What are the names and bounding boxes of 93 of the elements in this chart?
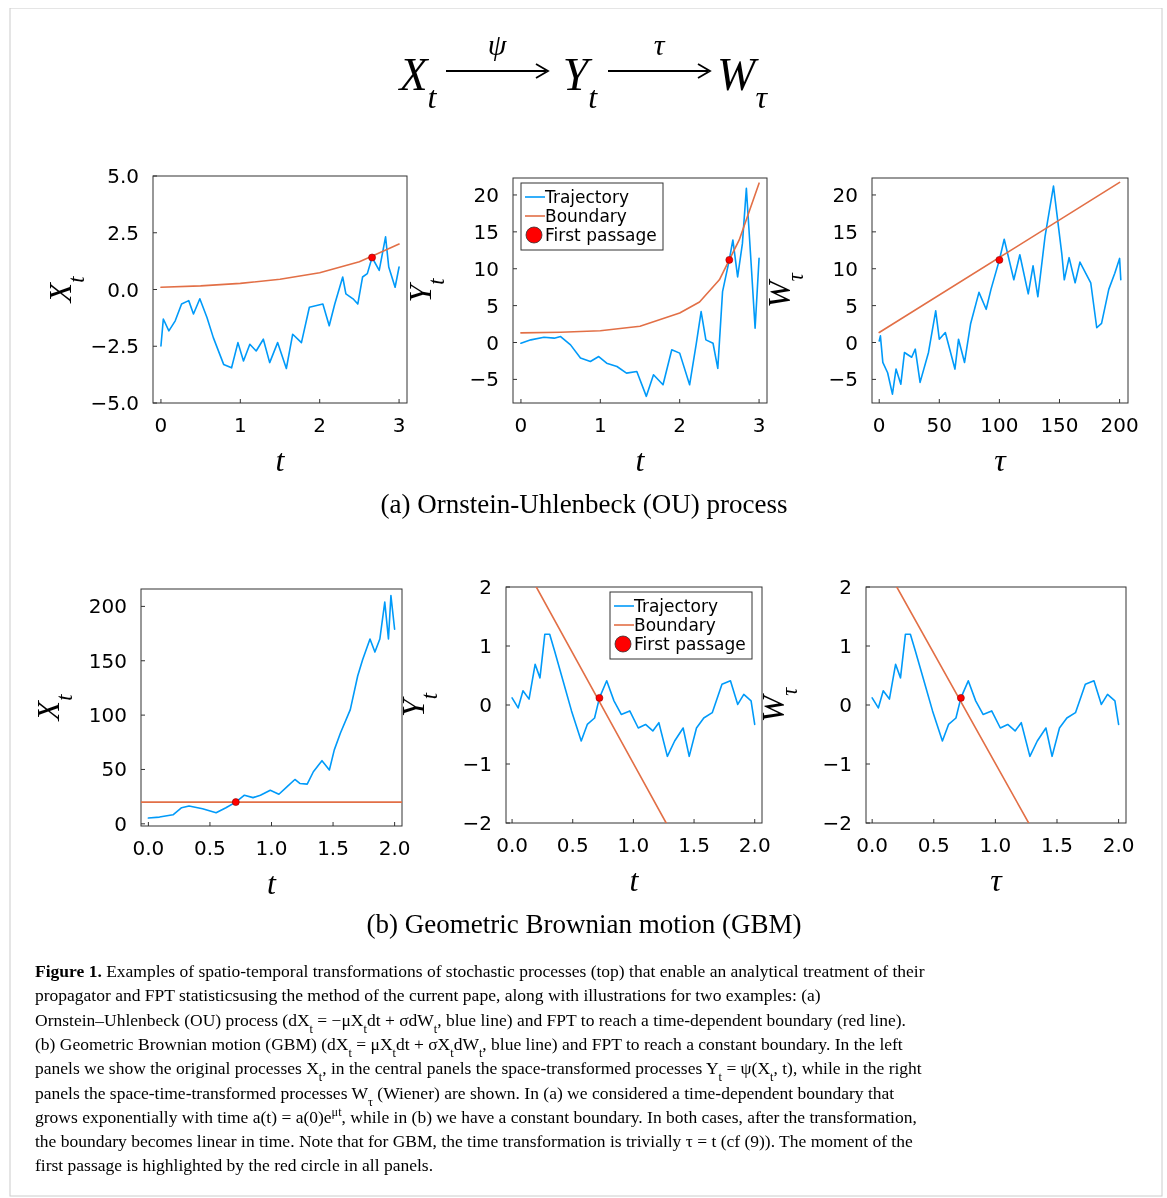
line-series: [878, 185, 1122, 395]
x-tick-label: 1.5: [678, 833, 710, 857]
y-tick-label: 15: [473, 219, 499, 244]
y-tick-label: −5: [828, 367, 858, 392]
x-tick-label: 3: [392, 413, 406, 437]
legend-label: First passage: [634, 634, 746, 654]
text: propagator and FPT statisticsusing the method of the current pape, along with illustrations for two examples: (a): [35, 985, 821, 1006]
y-tick-label: 20: [832, 182, 858, 207]
x-tick-label: 2: [673, 413, 687, 437]
x-tick-label: 1.5: [317, 836, 349, 860]
y-tick-label: 5.0: [107, 164, 139, 188]
text: the boundary becomes linear in time. Note that for GBM, the time transformation is trivially τ = t (cf (9)). The moment of the: [35, 1131, 913, 1152]
y-tick-label: 0: [839, 693, 852, 717]
x-tick-label: 0.5: [194, 836, 226, 860]
y-tick-label: 10: [473, 256, 499, 281]
text: τ: [653, 28, 666, 61]
y-tick-label: −1: [462, 752, 492, 776]
y-tick-label: 15: [832, 219, 858, 244]
y-tick-label: 0: [845, 330, 858, 355]
y-tick-label: 200: [88, 594, 127, 619]
x-tick-label: 0.5: [556, 833, 589, 857]
line-series: [160, 243, 400, 289]
legend-label: Trajectory: [544, 187, 629, 207]
x-tick-label: 50: [926, 413, 953, 437]
text: W$_{τ}$: [717, 49, 769, 115]
x-tick-label: 2.0: [378, 836, 411, 860]
x-tick-label: 100: [980, 413, 1019, 437]
x-tick-label: 1.5: [1041, 833, 1073, 857]
x-axis-title: t: [275, 442, 286, 478]
y-tick-label: 20: [473, 182, 499, 207]
x-tick-label: 1.0: [255, 836, 288, 860]
x-tick-label: 1.0: [617, 833, 650, 857]
text: ψ: [487, 28, 508, 61]
y-tick-label: 1: [479, 634, 492, 658]
x-tick-label: 150: [1040, 413, 1079, 437]
y-tick-label: 5: [486, 293, 499, 318]
y-tick-label: 1: [839, 634, 852, 658]
y-tick-label: 10: [832, 256, 858, 281]
y-tick-label: 2: [839, 575, 852, 599]
x-tick-label: 2.0: [738, 833, 771, 857]
y-tick-label: 150: [88, 648, 127, 673]
line-series: [520, 187, 760, 398]
y-tick-label: 2: [479, 575, 492, 599]
y-tick-label: −1: [822, 752, 852, 776]
text: X$_{t}$: [397, 49, 438, 115]
text: first passage is highlighted by the red circle in all panels.: [35, 1155, 434, 1176]
x-tick-label: 0: [872, 413, 886, 437]
x-axis-title: t: [635, 442, 646, 478]
y-tick-label: −2: [462, 811, 492, 835]
x-axis-title: τ: [990, 862, 1004, 898]
y-tick-label: 50: [101, 757, 127, 782]
y-tick-label: 5: [845, 293, 858, 318]
x-tick-label: 0: [514, 413, 528, 437]
y-tick-label: −5.0: [90, 391, 139, 415]
line-series: [511, 633, 756, 758]
legend-label: Trajectory: [633, 596, 718, 616]
y-tick-label: 0: [114, 811, 127, 836]
text: Ornstein–Uhlenbeck (OU) process (dX$_{t}$ = −μX$_{t}$dt + σdW$_{t}$, blue line) and FPT to reach a time-dependent boundary (red line).: [35, 1009, 906, 1036]
line-series: [160, 236, 400, 370]
x-tick-label: 1.0: [979, 833, 1012, 857]
y-tick-label: −2.5: [90, 334, 139, 359]
y-tick-label: −5: [469, 367, 499, 392]
y-tick-label: 2.5: [107, 220, 139, 245]
text: panels we show the original processes X$_{t}$, in the central panels the space-transformed processes Y$_{t}$ = ψ(X$_{t}$, t), while in the right: [35, 1058, 922, 1085]
line-series: [871, 633, 1120, 758]
x-tick-label: 2.0: [1102, 833, 1135, 857]
x-tick-label: 1: [233, 413, 247, 437]
x-tick-label: 0.5: [917, 833, 950, 857]
x-tick-label: 3: [752, 413, 766, 437]
x-tick-label: 1: [593, 413, 607, 437]
y-tick-label: 100: [88, 703, 127, 728]
x-tick-label: 0: [154, 413, 168, 437]
line-series: [147, 594, 396, 819]
x-axis-title: t: [267, 865, 278, 901]
y-tick-label: 0: [479, 693, 492, 717]
y-tick-label: −2: [822, 811, 852, 835]
text: (b) Geometric Brownian motion (GBM): [366, 909, 802, 939]
caption: Figure 1. Examples of spatio-temporal transformations of stochastic processes (top) that enable an analytical treatment of their: [35, 961, 925, 981]
text: (a) Ornstein-Uhlenbeck (OU) process: [380, 489, 788, 519]
x-axis-title: t: [629, 862, 640, 898]
legend-label: First passage: [545, 225, 657, 245]
x-axis-title: τ: [994, 442, 1008, 478]
text: panels the space-time-transformed processes W$_{τ}$ (Wiener) are shown. In (a) we considered a time-dependent boundary that: [35, 1082, 895, 1109]
legend-label: Boundary: [545, 206, 627, 226]
text: (b) Geometric Brownian motion (GBM) (dX$_{t}$ = μX$_{t}$dt + σX$_{t}$dW$_{t}$, blue line) and FPT to reach a constant boundary. In the left: [35, 1033, 903, 1060]
y-tick-label: 0.0: [107, 277, 139, 302]
y-tick-label: 0: [486, 330, 499, 355]
legend-label: Boundary: [634, 615, 716, 635]
x-tick-label: 0.0: [132, 836, 165, 860]
text: Y$_{t}$: [562, 49, 599, 115]
x-tick-label: 200: [1100, 413, 1139, 437]
line-series: [520, 182, 760, 334]
x-tick-label: 2: [313, 413, 327, 437]
